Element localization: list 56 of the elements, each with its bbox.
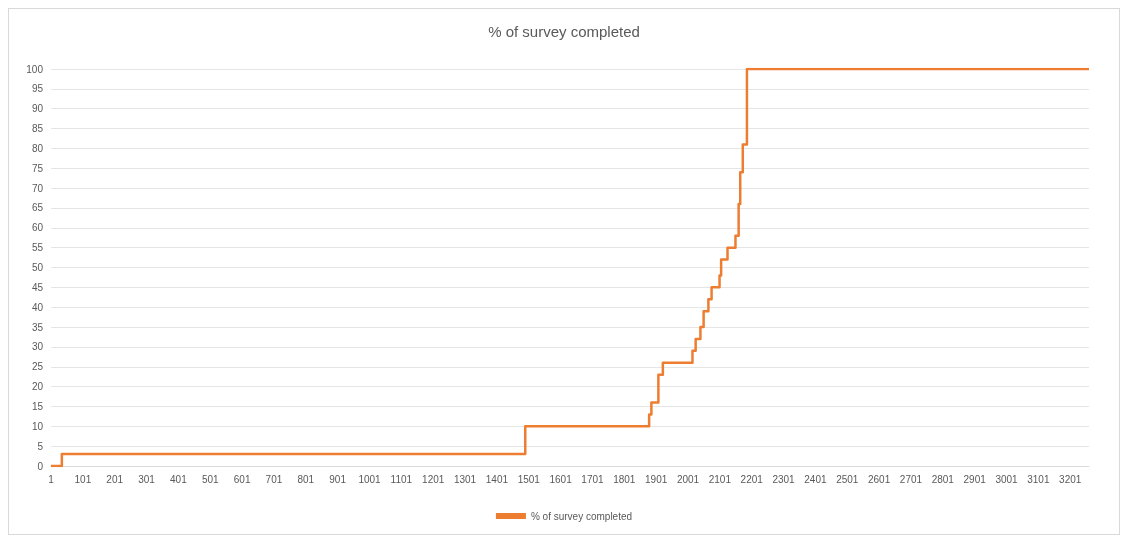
legend-label: % of survey completed <box>530 510 633 522</box>
x-tick-label: 1001 <box>358 473 382 485</box>
y-tick-label: 60 <box>31 222 44 234</box>
y-tick-label: 25 <box>31 361 44 373</box>
x-tick-label: 1201 <box>422 473 445 485</box>
x-tick-label: 701 <box>265 473 283 485</box>
y-tick-label: 80 <box>31 142 44 154</box>
y-tick-label: 50 <box>31 262 44 273</box>
y-tick-label: 10 <box>31 420 44 432</box>
x-tick-label: 1301 <box>453 473 477 485</box>
y-tick-label: 40 <box>31 301 44 313</box>
x-tick-label: 2001 <box>676 473 700 485</box>
x-tick-label: 901 <box>329 473 347 485</box>
x-tick-label: 1801 <box>613 473 636 485</box>
y-tick-label: 85 <box>31 123 44 135</box>
x-tick-label: 801 <box>297 473 315 485</box>
x-tick-label: 2801 <box>931 473 955 485</box>
y-tick-label: 95 <box>31 83 44 95</box>
x-tick-label: 2601 <box>867 473 891 485</box>
y-tick-label: 90 <box>31 103 44 115</box>
x-tick-label: 3201 <box>1059 473 1082 485</box>
x-tick-label: 2901 <box>963 473 987 485</box>
x-tick-label: 501 <box>201 473 220 485</box>
y-tick-label: 15 <box>31 400 44 412</box>
x-tick-label: 1101 <box>390 473 413 485</box>
x-tick-label: 2201 <box>740 473 764 485</box>
x-tick-label: 3101 <box>1027 473 1050 485</box>
y-tick-label: 65 <box>31 202 44 214</box>
y-tick-label: 55 <box>31 242 44 254</box>
x-tick-label: 2101 <box>708 473 732 485</box>
y-tick-label: 70 <box>31 182 44 194</box>
x-tick-label: 3001 <box>995 473 1019 485</box>
y-tick-label: 5 <box>37 440 44 452</box>
y-tick-label: 100 <box>26 63 44 75</box>
x-tick-label: 1701 <box>581 473 605 485</box>
x-tick-label: 1501 <box>517 473 541 485</box>
y-tick-label: 45 <box>31 281 44 293</box>
x-tick-label: 1 <box>48 473 55 485</box>
y-tick-label: 35 <box>31 321 44 333</box>
y-tick-label: 20 <box>31 381 44 393</box>
x-tick-label: 401 <box>170 473 188 485</box>
y-tick-label: 30 <box>31 341 44 353</box>
x-tick-label: 2301 <box>772 473 796 485</box>
x-tick-label: 601 <box>233 473 251 485</box>
x-tick-label: 2401 <box>804 473 827 485</box>
x-tick-label: 201 <box>106 473 124 485</box>
y-tick-label: 0 <box>37 460 44 472</box>
x-tick-label: 1901 <box>645 473 668 485</box>
x-tick-label: 101 <box>74 473 92 485</box>
x-tick-label: 2701 <box>899 473 923 485</box>
y-tick-label: 75 <box>31 162 44 174</box>
chart-title: % of survey completed <box>488 23 640 40</box>
x-tick-label: 1601 <box>549 473 573 485</box>
x-tick-label: 301 <box>138 473 156 485</box>
x-tick-label: 2501 <box>836 473 859 485</box>
x-tick-label: 1401 <box>485 473 509 485</box>
